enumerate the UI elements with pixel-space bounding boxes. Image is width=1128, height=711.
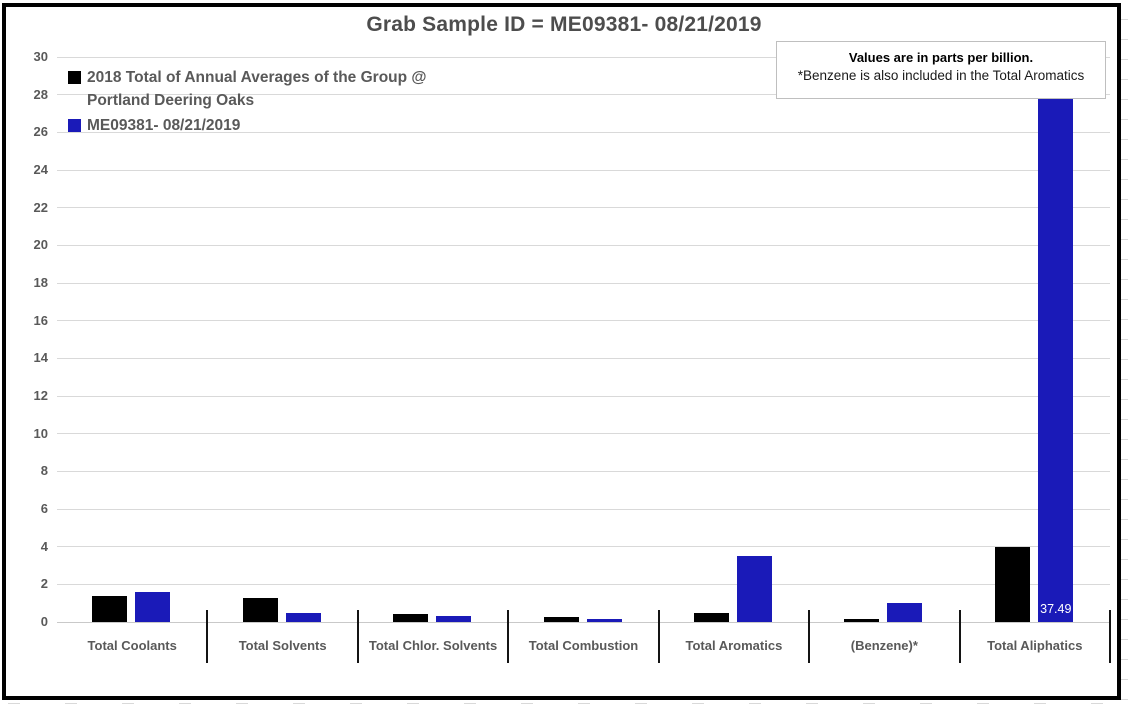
bar-2018-average[interactable] xyxy=(544,617,579,622)
chart-title: Grab Sample ID = ME09381- 08/21/2019 xyxy=(366,13,762,36)
chart-legend[interactable]: 2018 Total of Annual Averages of the Gro… xyxy=(68,66,459,139)
category-separator xyxy=(356,610,359,663)
gridline xyxy=(57,169,1110,171)
y-axis-tick-label: 30 xyxy=(33,49,48,64)
y-axis-tick-label: 16 xyxy=(33,312,48,328)
y-axis-tick-label: 10 xyxy=(33,425,48,441)
category-separator xyxy=(958,610,961,663)
category-label: Total Combustion xyxy=(528,638,639,653)
gridline xyxy=(57,470,1110,472)
note-benzene-line: *Benzene is also included in the Total A… xyxy=(797,68,1085,83)
y-axis-tick-label: 4 xyxy=(40,538,48,554)
gridline xyxy=(57,357,1110,359)
note-text-box[interactable]: Values are in parts per billion. *Benzen… xyxy=(776,41,1106,99)
y-axis-tick-label: 24 xyxy=(33,162,48,177)
bar-grab-sample[interactable] xyxy=(587,619,622,622)
y-axis-tick-label: 26 xyxy=(33,124,48,140)
legend-item-2018-averages[interactable]: 2018 Total of Annual Averages of the Gro… xyxy=(68,66,459,112)
legend-swatch-blue xyxy=(68,119,81,132)
y-axis-tick-label: 6 xyxy=(40,501,48,516)
gridline xyxy=(57,282,1110,284)
bar-grab-sample[interactable] xyxy=(1038,57,1073,622)
bar-grab-sample[interactable] xyxy=(887,603,922,622)
gridline xyxy=(57,207,1110,209)
gridline xyxy=(57,395,1110,397)
bar-2018-average[interactable] xyxy=(92,596,127,622)
gridline xyxy=(57,244,1110,246)
bar-2018-average[interactable] xyxy=(393,614,428,622)
y-axis-tick-label: 8 xyxy=(40,463,48,479)
gridline xyxy=(57,56,1110,58)
gridline xyxy=(57,621,1110,623)
gridline xyxy=(57,131,1110,133)
category-label: Total Aliphatics xyxy=(987,638,1083,653)
legend-swatch-black xyxy=(68,71,81,84)
y-axis-tick-label: 20 xyxy=(33,237,48,253)
gridline xyxy=(57,508,1110,510)
bar-2018-average[interactable] xyxy=(844,619,879,622)
category-label: Total Chlor. Solvents xyxy=(368,638,498,653)
category-separator xyxy=(206,610,209,663)
legend-item-grab-sample[interactable]: ME09381- 08/21/2019 xyxy=(68,114,459,137)
category-separator xyxy=(1109,610,1111,663)
y-axis-tick-label: 0 xyxy=(40,614,48,629)
note-units-line: Values are in parts per billion. xyxy=(848,50,1034,65)
bar-2018-average[interactable] xyxy=(243,598,278,622)
gridline xyxy=(57,433,1110,435)
category-label: Total Solvents xyxy=(238,638,327,653)
y-axis-tick-label: 28 xyxy=(33,86,48,102)
category-separator xyxy=(808,610,811,663)
category-label: Total Coolants xyxy=(87,638,177,653)
bar-grab-sample[interactable] xyxy=(436,616,471,622)
y-axis-tick-label: 2 xyxy=(40,576,48,592)
sheet-gridlines-right xyxy=(1121,0,1128,711)
bar-2018-average[interactable] xyxy=(694,613,729,622)
category-label: Total Aromatics xyxy=(685,638,783,653)
bar-2018-average[interactable] xyxy=(995,547,1030,622)
bar-grab-sample[interactable] xyxy=(737,556,772,622)
y-axis-tick-label: 22 xyxy=(33,199,48,215)
gridline xyxy=(57,546,1110,548)
category-label: (Benzene)* xyxy=(850,638,918,653)
legend-label: 2018 Total of Annual Averages of the Gro… xyxy=(87,69,427,109)
bar-value-label: 37.49 xyxy=(1040,602,1072,616)
y-axis-tick-label: 12 xyxy=(33,388,48,403)
category-separator xyxy=(507,610,510,663)
gridline xyxy=(57,583,1110,585)
bar-grab-sample[interactable] xyxy=(135,592,170,622)
gridline xyxy=(57,94,1110,96)
sheet-gridlines-bottom xyxy=(0,700,1128,711)
category-separator xyxy=(657,610,660,663)
y-axis-tick-label: 14 xyxy=(33,350,48,366)
y-axis-tick-label: 18 xyxy=(33,275,48,290)
bar-grab-sample[interactable] xyxy=(286,613,321,622)
legend-label: ME09381- 08/21/2019 xyxy=(87,117,241,134)
gridline xyxy=(57,320,1110,322)
